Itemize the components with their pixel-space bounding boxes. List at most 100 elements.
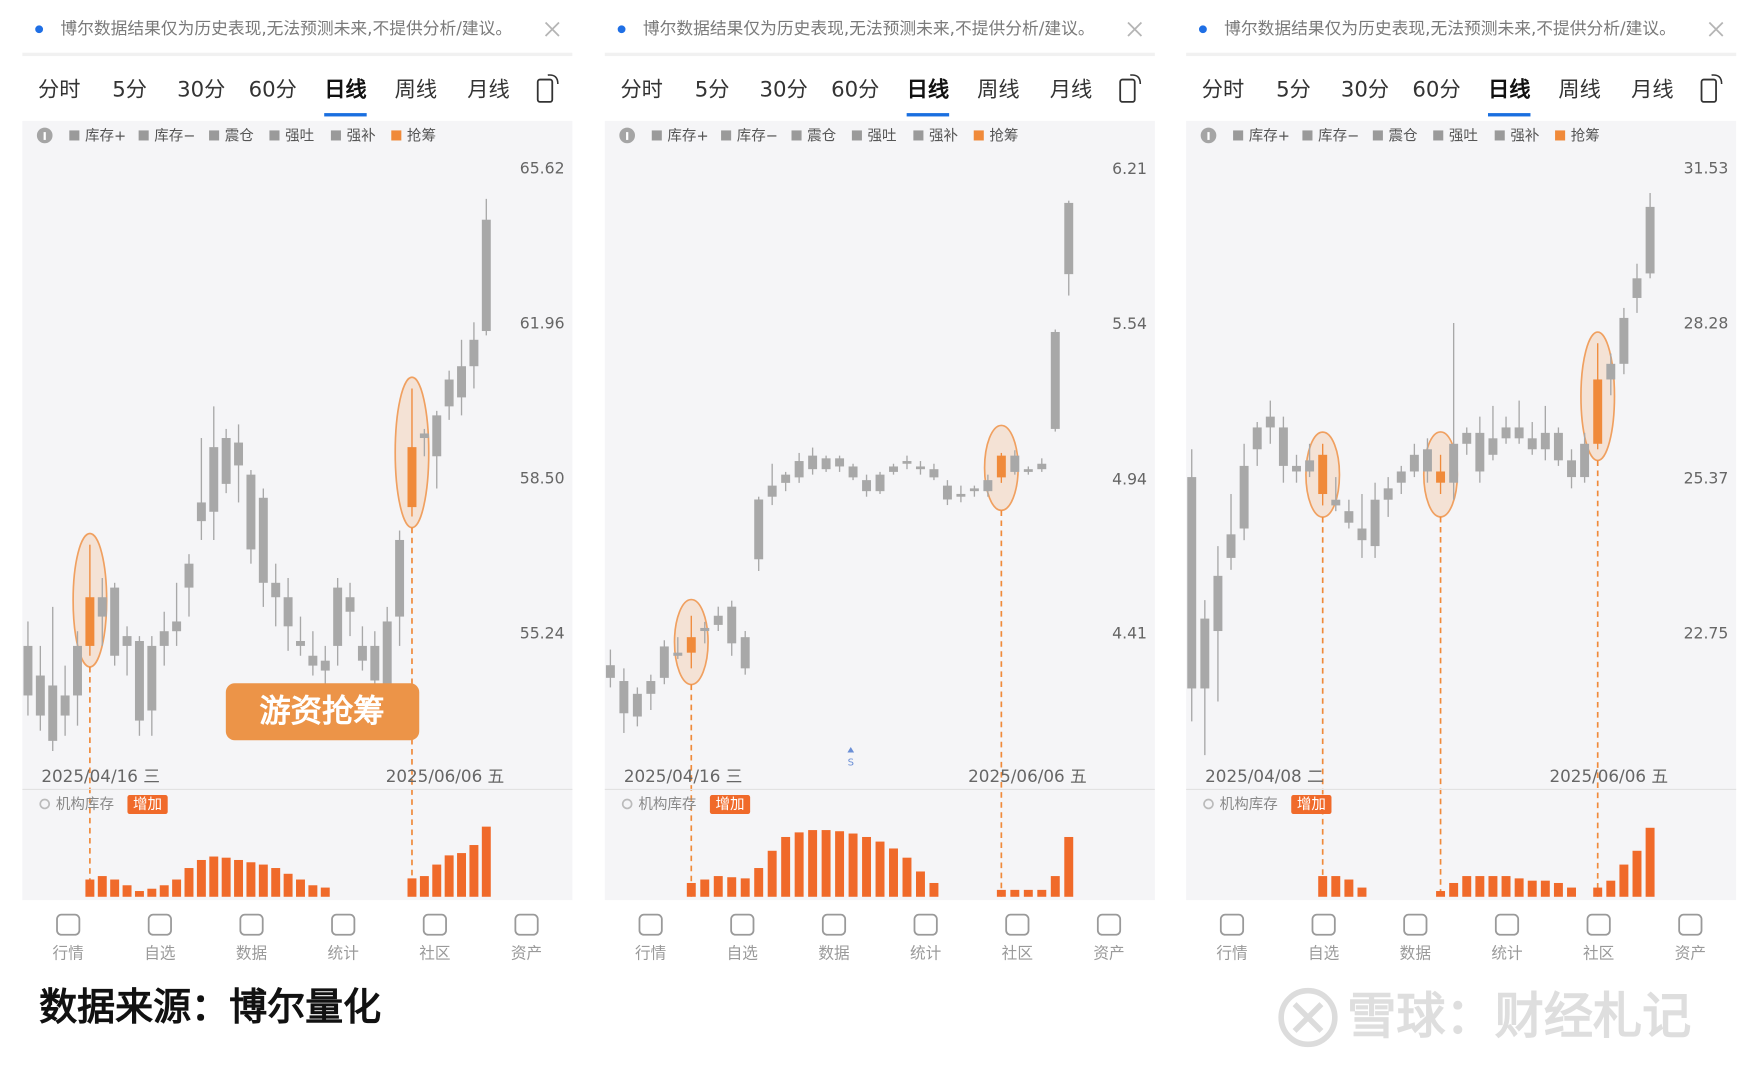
nav-label[interactable]: 资产	[511, 943, 542, 962]
nav-icon[interactable]	[1494, 913, 1520, 936]
period-tab[interactable]: 分时	[620, 78, 662, 103]
signal-label: S	[848, 758, 854, 769]
period-tab[interactable]: 30分	[1341, 78, 1389, 103]
nav-label[interactable]: 社区	[1002, 943, 1033, 962]
rotate-icon[interactable]	[1700, 78, 1717, 103]
info-icon-mark	[43, 132, 46, 140]
nav-label[interactable]: 统计	[1491, 943, 1522, 962]
nav-icon[interactable]	[514, 913, 539, 936]
candle-body	[1409, 454, 1419, 472]
nav-label[interactable]: 数据	[1400, 943, 1431, 962]
candle-body	[1593, 379, 1603, 444]
y-tick-label: 5.54	[1112, 314, 1147, 333]
nav-icon[interactable]	[1005, 913, 1030, 936]
nav-icon[interactable]	[1096, 913, 1122, 936]
period-tab[interactable]: 周线	[395, 78, 437, 103]
volume-bar	[740, 878, 750, 897]
volume-bar	[407, 878, 417, 897]
rotate-icon[interactable]	[536, 78, 554, 103]
period-tab[interactable]: 月线	[467, 78, 509, 103]
period-tab[interactable]: 30分	[760, 78, 808, 103]
nav-label[interactable]: 统计	[328, 943, 359, 962]
candle-body	[73, 645, 82, 696]
nav-icon[interactable]	[821, 913, 847, 936]
period-tab[interactable]: 30分	[177, 78, 225, 103]
nav-label[interactable]: 社区	[419, 943, 450, 962]
legend-swatch	[1555, 130, 1566, 141]
nav-label[interactable]: 资产	[1675, 943, 1706, 962]
nav-icon[interactable]	[913, 913, 938, 936]
legend-label: 库存−	[737, 128, 778, 145]
period-tab[interactable]: 周线	[1558, 78, 1600, 103]
nav-label[interactable]: 自选	[727, 943, 759, 962]
volume-bar	[221, 857, 231, 897]
legend-label: 库存+	[667, 128, 708, 145]
legend-swatch	[269, 130, 280, 141]
nav-icon[interactable]	[422, 913, 447, 936]
legend-label: 强补	[929, 128, 959, 145]
nav-icon[interactable]	[1219, 913, 1245, 936]
nav-icon[interactable]	[56, 913, 81, 936]
candle-body	[1436, 471, 1446, 483]
nav-icon[interactable]	[331, 913, 356, 936]
period-tab[interactable]: 分时	[38, 78, 80, 103]
nav-label[interactable]: 行情	[1216, 943, 1247, 962]
nav-icon[interactable]	[1678, 913, 1703, 936]
candle-body	[1344, 511, 1354, 523]
candle-body	[1449, 443, 1459, 483]
period-tab[interactable]: 分时	[1202, 78, 1244, 103]
candle-body	[382, 621, 392, 691]
nav-label[interactable]: 统计	[910, 943, 941, 962]
nav-label[interactable]: 自选	[144, 943, 176, 962]
rotate-icon-arrow	[1130, 74, 1142, 85]
candle-body	[1037, 463, 1047, 470]
nav-label[interactable]: 行情	[635, 943, 666, 962]
period-tab[interactable]: 60分	[831, 78, 879, 103]
nav-icon[interactable]	[239, 913, 264, 936]
legend-label: 库存−	[1318, 128, 1359, 145]
bottom-nav	[604, 901, 1155, 973]
nav-icon[interactable]	[730, 913, 755, 936]
legend-label: 震仓	[225, 128, 255, 145]
period-tab[interactable]: 月线	[1050, 78, 1092, 103]
candle-body	[1187, 477, 1197, 689]
period-tab[interactable]: 5分	[695, 78, 730, 103]
candle-body	[1292, 465, 1301, 472]
nav-label[interactable]: 自选	[1308, 943, 1340, 962]
bottom-nav	[1186, 901, 1737, 973]
volume-bar	[1064, 836, 1074, 897]
legend-label: 震仓	[807, 128, 837, 145]
period-tab[interactable]: 月线	[1631, 78, 1673, 103]
close-button[interactable]	[1127, 21, 1143, 37]
nav-label[interactable]: 数据	[818, 943, 849, 962]
period-tab[interactable]: 60分	[249, 78, 297, 103]
nav-icon[interactable]	[1586, 913, 1611, 936]
legend-label: 抢筹	[1571, 127, 1600, 145]
nav-icon[interactable]	[147, 913, 172, 936]
annotation-badge	[225, 683, 420, 741]
rotate-icon[interactable]	[1119, 78, 1136, 103]
period-tab[interactable]: 日线	[1488, 77, 1530, 103]
legend-swatch	[138, 130, 149, 141]
period-tab[interactable]: 60分	[1412, 78, 1460, 103]
period-tab[interactable]: 5分	[1276, 78, 1311, 103]
period-tab[interactable]: 日线	[324, 77, 366, 103]
period-tab[interactable]: 周线	[977, 78, 1019, 103]
candle-body	[632, 693, 642, 717]
period-tab[interactable]: 日线	[907, 77, 949, 103]
nav-icon[interactable]	[1403, 913, 1428, 936]
period-tab[interactable]: 5分	[112, 78, 147, 103]
candle-body	[296, 640, 305, 646]
nav-label[interactable]: 数据	[236, 943, 267, 962]
nav-icon[interactable]	[638, 913, 663, 936]
nav-label[interactable]: 行情	[53, 943, 84, 962]
nav-label[interactable]: 资产	[1093, 943, 1124, 962]
nav-label[interactable]: 社区	[1583, 943, 1614, 962]
candle-body	[794, 461, 804, 478]
close-button[interactable]	[1708, 21, 1724, 37]
volume-bar	[1331, 876, 1341, 897]
volume-bar	[134, 891, 144, 897]
nav-icon[interactable]	[1311, 913, 1336, 936]
close-button[interactable]	[544, 21, 560, 37]
